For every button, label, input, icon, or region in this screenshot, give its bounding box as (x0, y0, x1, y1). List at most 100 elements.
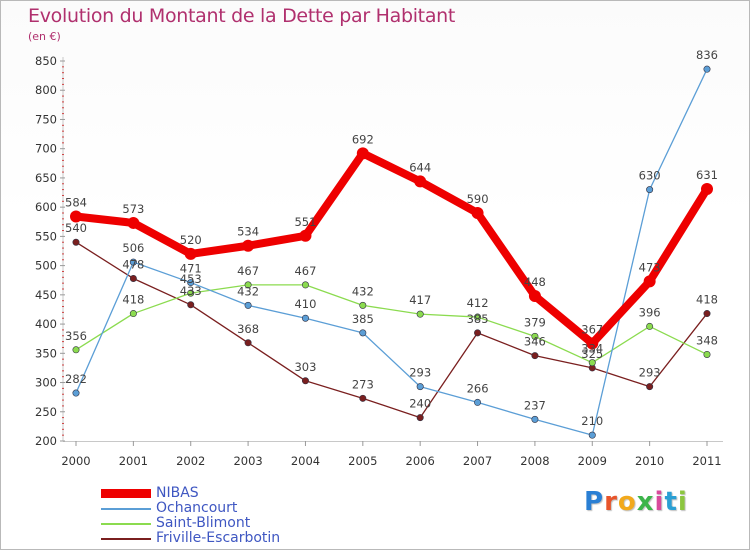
data-point (703, 310, 711, 318)
data-point (242, 239, 255, 252)
data-label: 356 (65, 329, 87, 343)
logo-letter: r (604, 487, 618, 517)
data-label: 473 (639, 260, 661, 274)
data-label: 367 (581, 322, 603, 336)
y-tick-label: 400 (35, 317, 57, 331)
logo-letter: o (617, 487, 637, 517)
x-tick-label: 2009 (578, 454, 607, 468)
data-label: 240 (409, 397, 431, 411)
data-label: 396 (639, 305, 661, 319)
data-label: 630 (639, 169, 661, 183)
data-label: 534 (237, 225, 259, 239)
y-tick-label: 700 (35, 142, 57, 156)
data-label: 551 (294, 215, 316, 229)
data-label: 410 (294, 297, 316, 311)
data-label: 237 (524, 398, 546, 412)
series-line-saint-blimont (75, 284, 708, 364)
data-label: 418 (122, 293, 144, 307)
legend-label: Ochancourt (156, 500, 238, 516)
x-tick-label: 2000 (61, 454, 90, 468)
x-tick-label: 2004 (291, 454, 320, 468)
data-label: 303 (294, 360, 316, 374)
y-tick-label: 800 (35, 83, 57, 97)
data-point (531, 415, 539, 423)
data-point (299, 229, 312, 242)
data-label: 210 (581, 414, 603, 428)
data-point (588, 431, 596, 439)
proxiti-logo: Proxiti (584, 487, 688, 517)
data-label: 453 (180, 272, 202, 286)
data-label: 471 (180, 262, 202, 276)
x-tick-label: 2011 (692, 454, 721, 468)
legend-swatch (101, 508, 151, 510)
data-label: 644 (409, 160, 431, 174)
data-point (127, 216, 140, 229)
y-tick-label: 200 (35, 434, 57, 448)
series-line-nibas (72, 149, 711, 348)
data-label: 348 (696, 333, 718, 347)
data-point (359, 329, 367, 337)
y-tick-label: 650 (35, 171, 57, 185)
data-point (129, 310, 137, 318)
data-point (416, 310, 424, 318)
data-label: 836 (696, 48, 718, 62)
data-point (70, 210, 82, 223)
data-point (301, 377, 309, 385)
chart-title: Evolution du Montant de la Dette par Hab… (28, 5, 456, 27)
data-label: 432 (352, 284, 374, 298)
legend-label: Friville-Escarbotin (156, 530, 281, 546)
data-point (129, 258, 137, 266)
data-point (474, 313, 482, 321)
x-tick-label: 2008 (520, 454, 549, 468)
data-point (646, 322, 654, 330)
data-point (72, 238, 80, 246)
data-label: 368 (237, 322, 259, 336)
data-label: 293 (409, 366, 431, 380)
data-label: 631 (696, 168, 718, 182)
x-tick-label: 2005 (348, 454, 377, 468)
logo-letter: P (584, 487, 605, 517)
data-point (359, 394, 367, 402)
data-point (531, 352, 539, 360)
chart-subtitle: (en €) (28, 30, 61, 43)
x-tick-label: 2007 (463, 454, 492, 468)
y-tick-label: 250 (35, 405, 57, 419)
data-label: 346 (524, 335, 546, 349)
data-label: 692 (352, 132, 374, 146)
x-tick-label: 2003 (233, 454, 262, 468)
data-point (586, 337, 599, 350)
data-point (356, 147, 369, 160)
data-point (187, 289, 195, 297)
series-line-friville-escarbotin (75, 241, 708, 419)
data-point (474, 329, 482, 337)
data-label: 273 (352, 377, 374, 391)
data-label: 433 (180, 284, 202, 298)
data-point (244, 301, 252, 309)
data-point (703, 350, 711, 358)
data-point (471, 207, 484, 219)
data-point (72, 346, 80, 354)
data-point (531, 332, 539, 340)
y-tick-label: 750 (35, 112, 57, 126)
data-label: 520 (180, 233, 202, 247)
data-label: 385 (352, 312, 374, 326)
data-label: 590 (467, 192, 489, 206)
data-label: 432 (237, 284, 259, 298)
data-label: 325 (581, 347, 603, 361)
data-label: 418 (696, 293, 718, 307)
y-tick-label: 600 (35, 200, 57, 214)
data-label: 266 (467, 381, 489, 395)
y-tick-label: 550 (35, 229, 57, 243)
data-label: 467 (237, 264, 259, 278)
data-point (474, 398, 482, 406)
data-point (646, 186, 654, 194)
logo-letter: t (664, 487, 678, 517)
y-tick-label: 850 (35, 54, 57, 68)
data-point (244, 281, 252, 289)
data-label: 478 (122, 257, 144, 271)
data-point (244, 339, 252, 347)
data-point (301, 281, 309, 289)
data-label: 379 (524, 315, 546, 329)
x-tick-label: 2001 (119, 454, 148, 468)
